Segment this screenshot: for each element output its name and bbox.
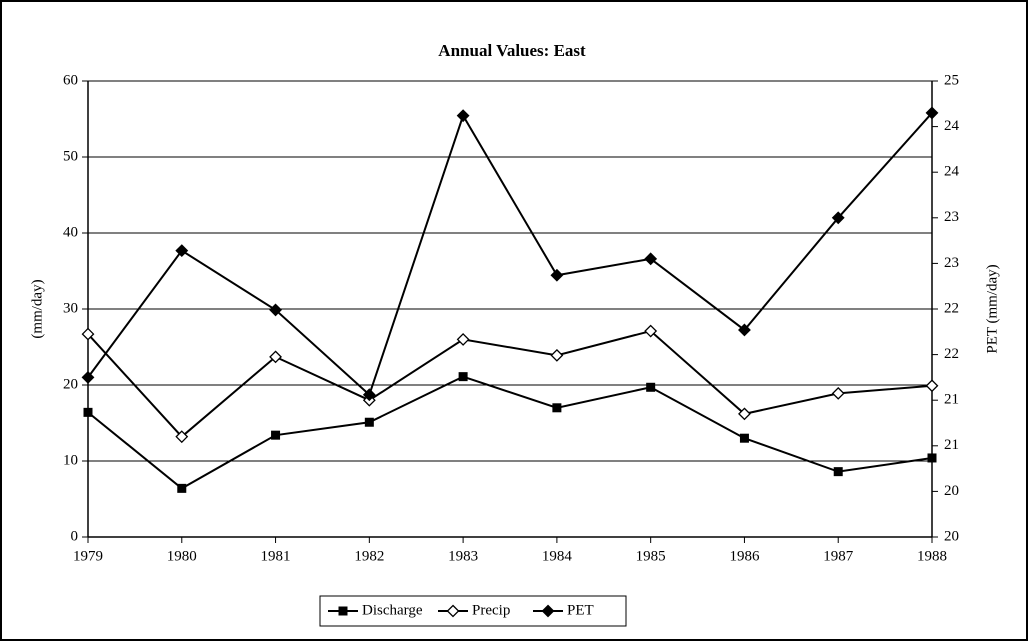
data-point (927, 453, 937, 463)
data-point (458, 372, 468, 382)
data-point (738, 323, 751, 337)
y2-tick-label: 25 (944, 72, 959, 88)
y-tick-label: 0 (71, 528, 79, 544)
data-point (644, 252, 658, 266)
y-tick-label: 20 (63, 376, 78, 392)
data-point (364, 417, 374, 427)
data-point (456, 109, 470, 123)
y-tick-label: 40 (63, 224, 78, 240)
data-point (175, 430, 189, 444)
data-point (271, 430, 281, 440)
x-tick-label: 1979 (73, 548, 103, 564)
data-point (831, 211, 845, 225)
x-tick-label: 1982 (354, 548, 384, 564)
data-point (925, 106, 939, 120)
x-tick-label: 1983 (448, 548, 478, 564)
data-point (550, 268, 564, 282)
data-point (81, 370, 95, 384)
data-point (269, 303, 282, 317)
data-point (175, 244, 189, 258)
y2-axis-label: PET (mm/day) (984, 264, 1000, 353)
legend-marker (541, 604, 555, 618)
x-tick-label: 1984 (542, 548, 573, 564)
data-point (925, 379, 939, 393)
x-tick-label: 1985 (636, 548, 666, 564)
data-point (177, 483, 187, 493)
data-point (552, 403, 562, 413)
x-tick-label: 1988 (917, 548, 947, 564)
data-point (646, 382, 656, 392)
data-point (833, 467, 843, 477)
y2-tick-label: 22 (944, 346, 959, 362)
y2-tick-label: 21 (944, 437, 959, 453)
legend-marker (446, 604, 460, 618)
y2-tick-label: 21 (944, 392, 959, 408)
series-line (87, 112, 933, 397)
y2-tick-label: 20 (944, 483, 959, 499)
y2-tick-label: 24 (944, 164, 960, 180)
legend-label: PET (567, 602, 594, 618)
data-point (738, 407, 751, 421)
data-point (81, 327, 95, 341)
y2-tick-label: 20 (944, 528, 959, 544)
y-axis-label: (mm/day) (29, 279, 45, 338)
data-point (269, 350, 282, 364)
data-point (83, 407, 93, 417)
legend-marker (338, 606, 348, 616)
x-tick-label: 1981 (261, 548, 291, 564)
chart-title: Annual Values: East (438, 41, 586, 60)
x-tick-label: 1987 (823, 548, 854, 564)
legend-label: Discharge (362, 602, 423, 618)
y2-tick-label: 22 (944, 300, 959, 316)
x-tick-label: 1986 (729, 548, 760, 564)
y-tick-label: 60 (63, 72, 78, 88)
data-point (456, 332, 470, 346)
legend-box (319, 595, 627, 627)
y-tick-label: 30 (63, 300, 78, 316)
data-point (362, 388, 376, 402)
series-line (87, 329, 933, 439)
y2-tick-label: 23 (944, 209, 959, 225)
y-tick-label: 10 (63, 452, 78, 468)
y2-tick-label: 24 (944, 118, 960, 134)
series-line (87, 375, 933, 490)
y2-tick-label: 23 (944, 255, 959, 271)
x-tick-label: 1980 (167, 548, 197, 564)
data-point (831, 386, 845, 400)
legend-label: Precip (472, 602, 510, 618)
y-tick-label: 50 (63, 148, 78, 164)
data-point (739, 433, 749, 443)
data-point (644, 324, 658, 338)
data-point (550, 348, 564, 362)
